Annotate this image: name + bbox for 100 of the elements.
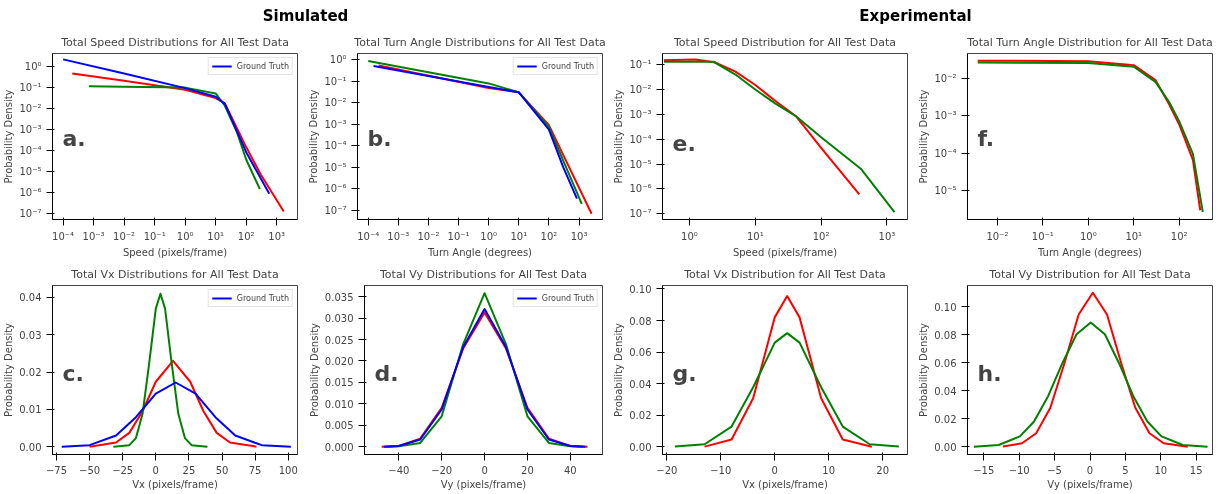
x-tick-label: 10⁻³	[82, 230, 105, 242]
y-axis-title: Probability Density	[613, 322, 625, 418]
y-tick-label: 10⁻⁵	[629, 158, 652, 170]
text: Experimental	[859, 6, 972, 25]
x-tick-label: 10³	[570, 230, 588, 242]
y-tick-label: 10⁻¹	[19, 81, 42, 93]
x-tick-label: 10⁰	[480, 230, 498, 242]
y-tick-label: 10⁻⁵	[19, 165, 42, 177]
x-tick-label: 10	[822, 464, 836, 476]
y-tick-label: 10⁻³	[19, 123, 42, 135]
y-tick-label: 10⁻⁶	[629, 183, 652, 195]
x-tick-label: 10²	[540, 230, 558, 242]
y-tick-label: 0.10	[629, 283, 652, 295]
line-series	[60, 381, 292, 448]
y-tick-label: 0.00	[19, 441, 42, 453]
chart-title: Total Vx Distributions for All Test Data	[70, 267, 279, 281]
y-tick-label: 10⁻³	[934, 110, 957, 122]
x-tick-label: 10¹	[207, 230, 225, 242]
x-tick-label: −10	[1008, 464, 1030, 476]
y-tick-label: 10⁻⁵	[934, 185, 957, 197]
y-tick-label: 0.030	[324, 313, 354, 325]
y-tick-label: 10⁰	[24, 60, 42, 72]
y-tick-label: 0.005	[324, 420, 354, 432]
chart-title: Total Turn Angle Distributions for All Test Data	[353, 35, 606, 49]
x-axis-title: Vx (pixels/frame)	[132, 478, 218, 490]
y-tick-label: 10⁻²	[629, 84, 652, 96]
x-tick-label: 10⁻¹	[447, 230, 470, 242]
chart-title: Total Speed Distribution for All Test Data	[672, 35, 897, 49]
y-tick-label: 0.020	[324, 355, 354, 367]
y-tick-label: 10⁻²	[19, 102, 42, 114]
y-axis-title: Probability Density	[613, 89, 625, 184]
y-tick-label: 0.00	[934, 441, 957, 453]
x-tick-label: 50	[215, 464, 229, 476]
y-tick-label: 0.010	[324, 398, 354, 410]
x-axis-title: Vy (pixels/frame)	[440, 478, 527, 490]
x-tick-label: 10⁰	[176, 230, 194, 242]
x-tick-label: 10²	[812, 230, 830, 242]
chart-title: Total Speed Distributions for All Test Data	[60, 35, 289, 49]
x-tick-label: 10²	[1170, 230, 1188, 242]
x-axis-title: Turn Angle (degrees)	[1036, 246, 1143, 258]
y-tick-label: 0.00	[629, 441, 652, 453]
legend-label: Ground Truth	[541, 61, 594, 71]
x-tick-label: 75	[248, 464, 262, 476]
y-tick-label: 10⁻²	[324, 97, 347, 109]
y-tick-label: 10⁻⁴	[19, 144, 42, 156]
y-tick-label: 10⁻⁶	[19, 186, 42, 198]
x-tick-label: −20	[656, 464, 678, 476]
x-tick-label: 100	[278, 464, 298, 476]
y-tick-label: 10⁻⁵	[324, 161, 347, 173]
y-axis-title: Probability Density	[308, 322, 320, 418]
x-tick-label: 10¹	[510, 230, 528, 242]
x-tick-label: 0	[152, 464, 159, 476]
annotation: d.	[374, 360, 399, 386]
x-tick-label: 10⁻⁴	[52, 230, 75, 242]
y-tick-label: 0.08	[934, 329, 957, 341]
x-axis-title: Turn Angle (degrees)	[426, 246, 533, 258]
y-tick-label: 0.06	[934, 357, 957, 369]
x-tick-label: 15	[1189, 464, 1203, 476]
x-tick-label: 0	[481, 464, 488, 476]
y-tick-label: 0.01	[19, 404, 42, 416]
x-tick-label: 5	[1122, 464, 1129, 476]
legend-label: Ground Truth	[236, 293, 289, 303]
x-tick-label: 20	[521, 464, 534, 476]
line-series	[703, 295, 873, 448]
y-tick-label: 10⁻⁷	[324, 204, 347, 216]
y-tick-label: 0.02	[934, 413, 957, 425]
y-tick-label: 0.02	[629, 410, 652, 422]
x-tick-label: 10	[1154, 464, 1168, 476]
y-tick-label: 0.04	[629, 378, 652, 390]
y-tick-label: 0.04	[934, 385, 957, 397]
x-tick-label: 10⁻²	[113, 230, 136, 242]
x-tick-label: −25	[112, 464, 134, 476]
x-tick-label: −15	[973, 464, 995, 476]
y-tick-label: 0.035	[324, 291, 354, 303]
line-series	[673, 332, 900, 448]
y-axis-title: Probability Density	[918, 89, 930, 184]
y-tick-label: 0.08	[629, 315, 652, 327]
x-tick-label: 10⁻⁴	[357, 230, 380, 242]
y-tick-label: 0.015	[324, 377, 354, 389]
x-tick-label: 10⁻³	[387, 230, 410, 242]
x-tick-label: 10⁻¹	[1031, 230, 1054, 242]
y-tick-label: 0.000	[324, 441, 354, 453]
y-axis-title: Probability Density	[3, 322, 15, 418]
text: Simulated	[262, 6, 349, 25]
x-tick-label: 0	[771, 464, 778, 476]
x-tick-label: 10¹	[746, 230, 764, 242]
chart-title: Total Vy Distribution for All Test Data	[988, 267, 1191, 281]
y-tick-label: 10⁰	[329, 54, 347, 66]
annotation: h.	[977, 360, 1002, 386]
x-axis-title: Vx (pixels/frame)	[742, 478, 828, 490]
y-axis-title: Probability Density	[3, 89, 15, 184]
annotation: f.	[977, 125, 995, 151]
x-tick-label: −75	[45, 464, 68, 476]
x-tick-label: 10¹	[1125, 230, 1143, 242]
x-tick-label: 10³	[878, 230, 896, 242]
x-tick-label: 10⁻¹	[143, 230, 166, 242]
y-tick-label: 10⁻⁷	[629, 208, 652, 220]
line-series	[112, 292, 209, 448]
annotation: b.	[367, 125, 392, 151]
chart-title: Total Vy Distributions for All Test Data	[379, 267, 588, 281]
